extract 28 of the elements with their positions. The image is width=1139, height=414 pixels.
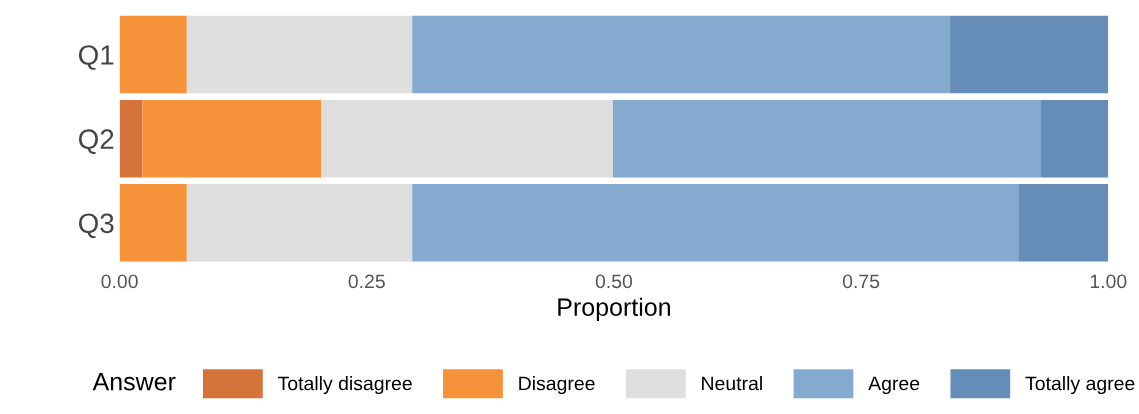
bar (119, 15, 187, 94)
x-tick-label: 1.00 (1090, 274, 1127, 289)
bar (1018, 184, 1109, 262)
y-tick-label: Q1 (79, 45, 114, 70)
bar (186, 15, 413, 94)
x-tick-label: 0.50 (595, 274, 633, 289)
y-tick-label: Q3 (79, 213, 114, 239)
x-axis-title: Proportion (558, 297, 670, 321)
bar (321, 99, 613, 178)
legend-label: Totally agree (1025, 376, 1135, 395)
x-tick-label: 0.25 (348, 274, 385, 289)
y-tick-label: Q2 (79, 129, 114, 154)
legend-label: Totally disagree (278, 376, 412, 395)
bar (1041, 99, 1109, 178)
bar (412, 184, 1019, 262)
legend-title: Answer (92, 373, 176, 391)
x-tick-label: 0.75 (842, 274, 880, 289)
bar (412, 15, 951, 94)
bar (142, 99, 322, 178)
x-tick-label: 0.00 (101, 274, 138, 289)
bar (119, 184, 187, 262)
legend-label: Neutral (702, 376, 762, 391)
bar (950, 15, 1109, 94)
bar (119, 99, 143, 178)
legend-label: Disagree (519, 376, 595, 395)
bar (186, 184, 413, 262)
bar (612, 99, 1042, 178)
legend-label: Agree (868, 376, 920, 395)
